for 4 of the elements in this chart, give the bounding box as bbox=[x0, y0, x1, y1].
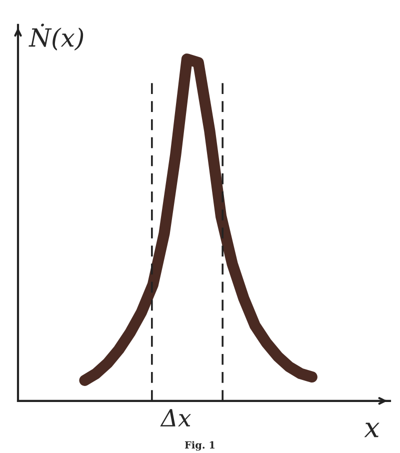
x-axis-title: x bbox=[364, 422, 380, 438]
caption: Fig. 1 bbox=[184, 441, 214, 451]
y-axis-title: Ṅ(x) bbox=[28, 24, 84, 50]
text: Δx bbox=[160, 409, 191, 426]
